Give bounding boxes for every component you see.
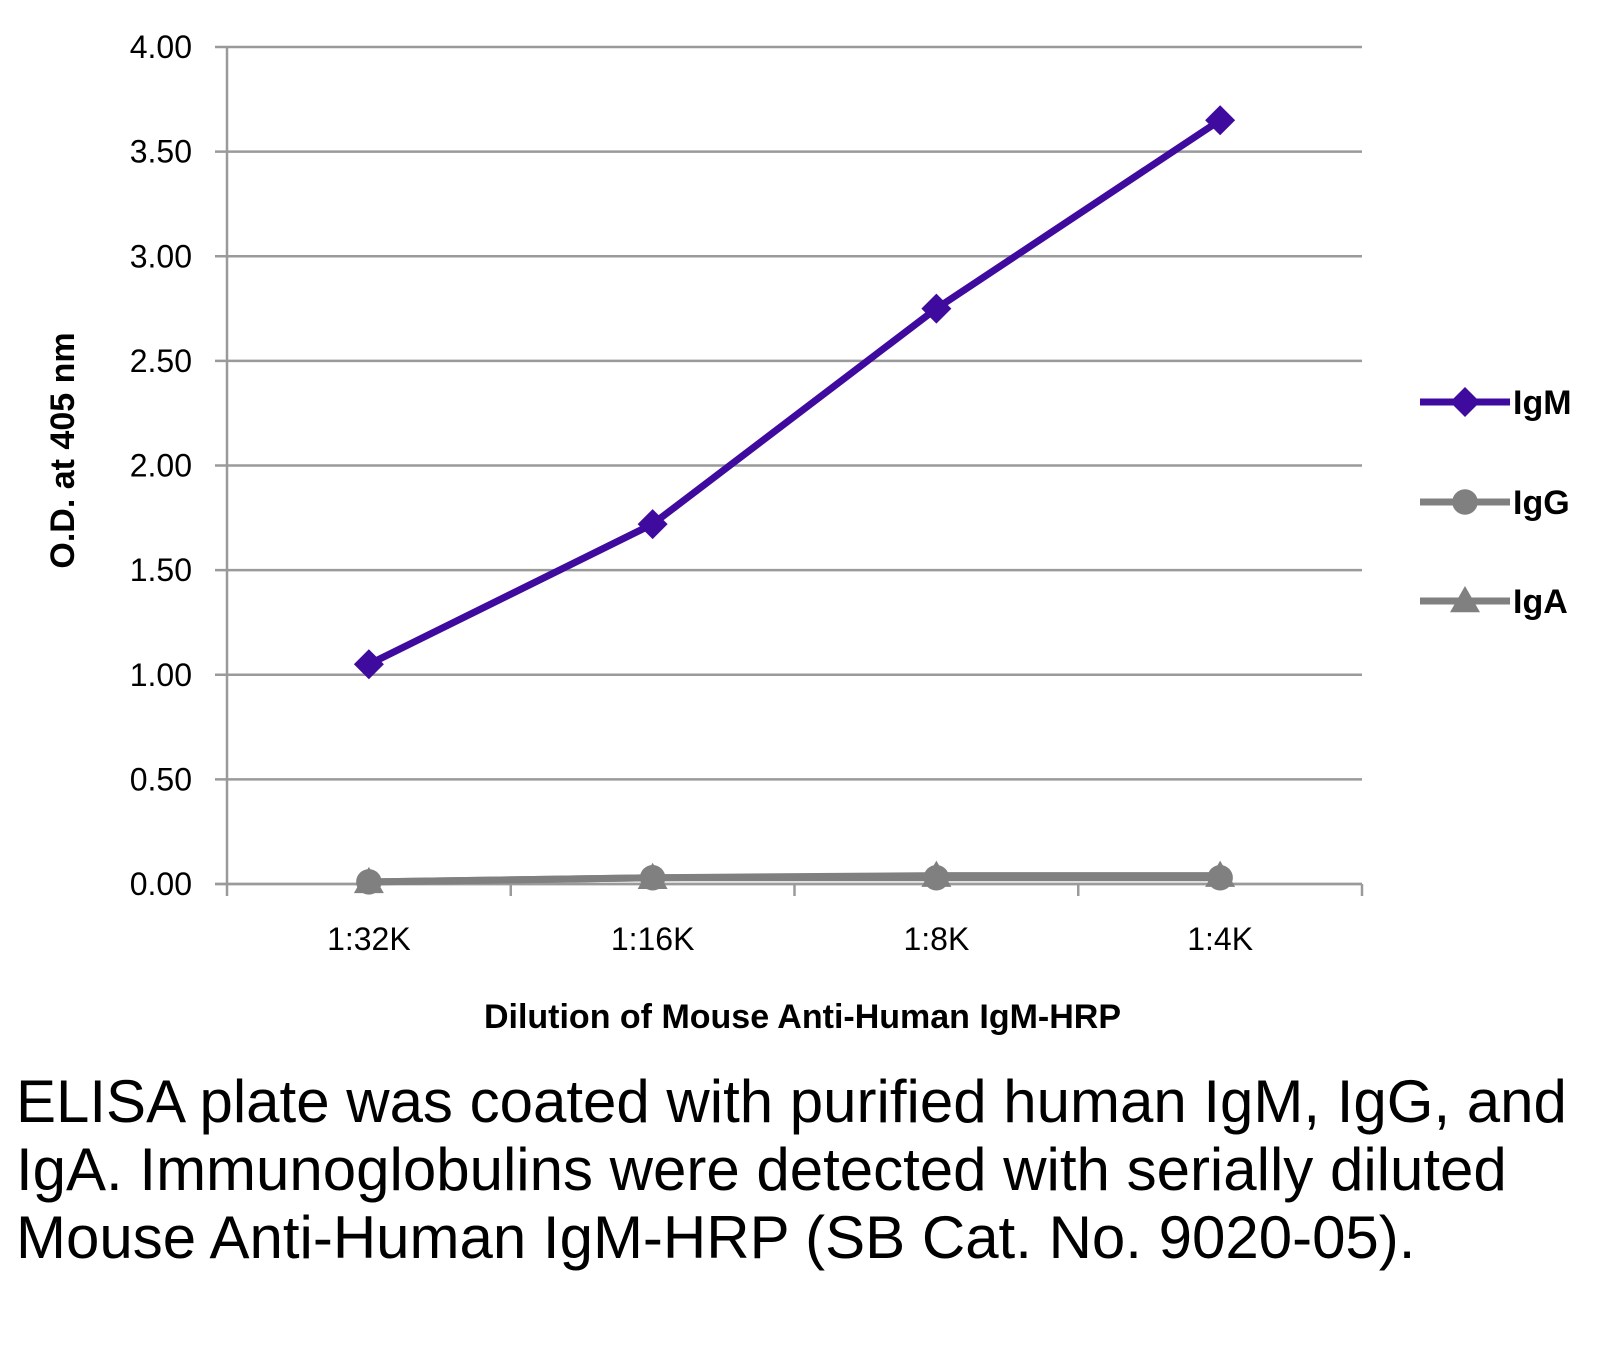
- y-tick-label: 3.50: [130, 134, 192, 170]
- chart: 0.00 0.50 1.00 1.50 2.00 2.50 3.00 3.50 4.00 1:32…: [44, 29, 1572, 1036]
- x-axis-title: Dilution of Mouse Anti-Human IgM-HRP: [484, 998, 1121, 1036]
- y-tick-label: 4.00: [130, 29, 192, 65]
- series-line-igm: [365, 116, 1224, 668]
- data-point-igg: [639, 864, 666, 891]
- x-tick-label: 1:4K: [1187, 921, 1253, 957]
- series-line-igg: [365, 874, 1224, 886]
- data-point-igg: [923, 864, 950, 891]
- legend-marker-igm: [1450, 387, 1480, 417]
- legend-marker-igg: [1452, 489, 1478, 515]
- y-axis-title: O.D. at 405 nm: [44, 332, 82, 568]
- y-tick-label: 2.00: [130, 448, 192, 484]
- y-tick-label: 0.00: [130, 866, 192, 902]
- x-tick-label: 1:8K: [903, 921, 969, 957]
- figure-caption: ELISA plate was coated with purified hum…: [16, 1068, 1567, 1271]
- data-point-igm: [1205, 105, 1236, 136]
- y-tick-label: 1.50: [130, 552, 192, 588]
- legend-marker-iga: [1450, 586, 1480, 613]
- legend-label-igm: IgM: [1513, 384, 1572, 422]
- y-tick-label: 3.00: [130, 238, 192, 274]
- y-tick-label: 1.00: [130, 657, 192, 693]
- data-point-igm: [637, 509, 668, 540]
- y-tick-label: 0.50: [130, 761, 192, 797]
- x-tick-label: 1:16K: [611, 921, 695, 957]
- legend-label-iga: IgA: [1513, 583, 1568, 621]
- data-point-igg: [1207, 864, 1233, 891]
- data-point-igm: [353, 649, 384, 680]
- x-tick-label: 1:32K: [327, 921, 411, 957]
- legend-label-igg: IgG: [1513, 484, 1570, 522]
- y-tick-label: 2.50: [130, 343, 192, 379]
- data-point-igm: [921, 293, 952, 324]
- data-point-igg: [356, 869, 382, 895]
